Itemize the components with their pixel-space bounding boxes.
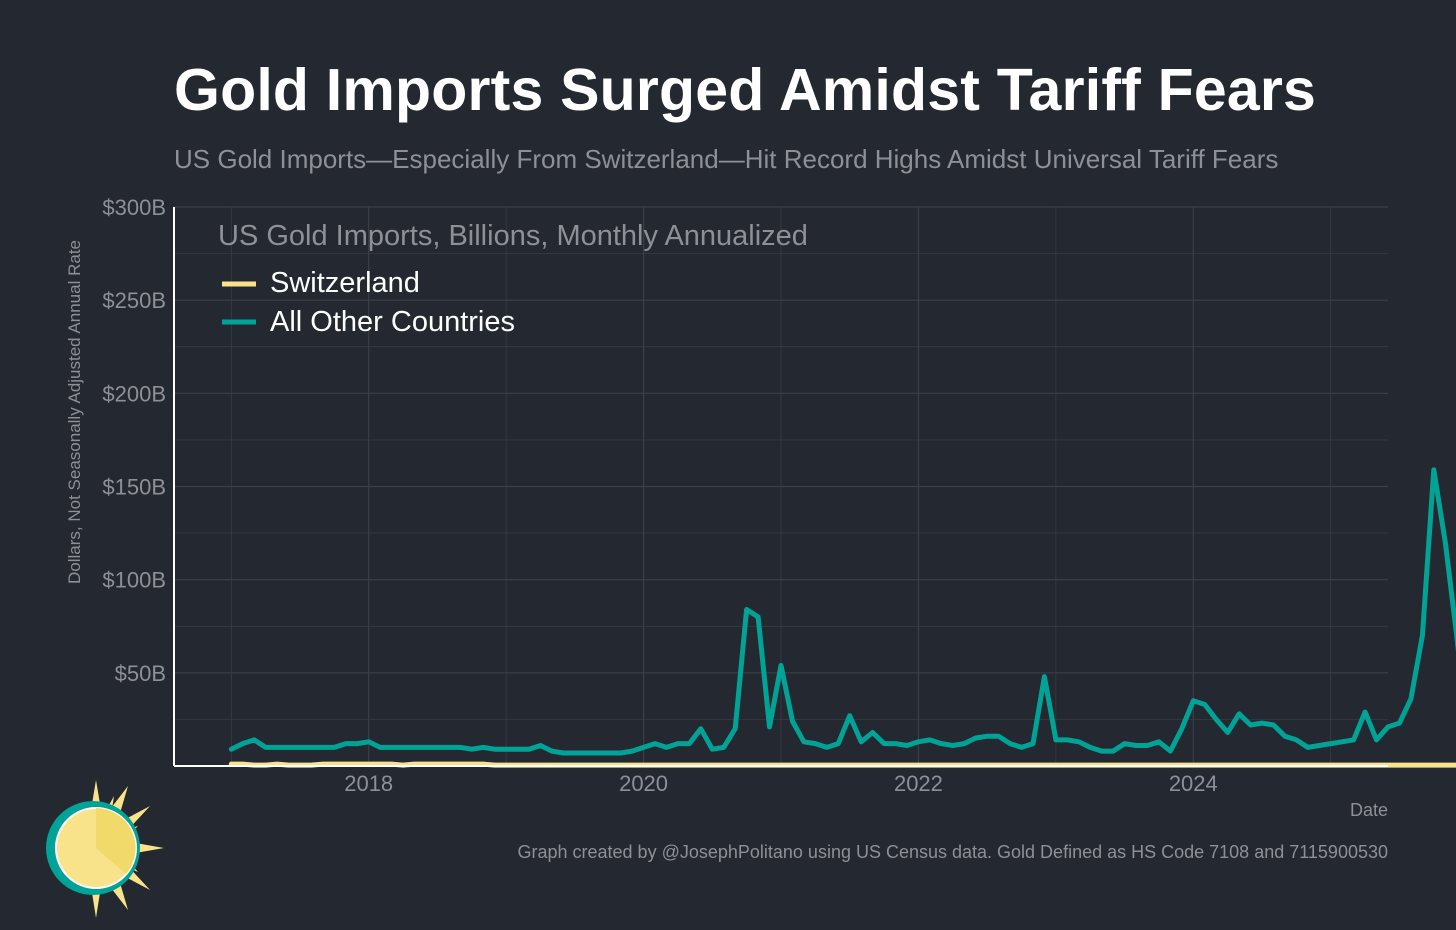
y-axis-ticks: $50B $100B $150B $200B $250B $300B xyxy=(102,195,166,686)
chart-subtitle: US Gold Imports—Especially From Switzerl… xyxy=(174,144,1279,174)
series-line-other xyxy=(228,467,1456,756)
y-tick-label: $250B xyxy=(102,288,166,313)
legend-label-switzerland: Switzerland xyxy=(270,267,420,299)
sun-logo-icon xyxy=(46,780,164,918)
x-tick-label: 2024 xyxy=(1169,771,1218,796)
y-tick-label: $50B xyxy=(115,661,166,686)
y-tick-label: $300B xyxy=(102,195,166,220)
legend: US Gold Imports, Billions, Monthly Annua… xyxy=(218,220,808,338)
x-tick-label: 2022 xyxy=(894,771,943,796)
x-tick-label: 2018 xyxy=(344,771,393,796)
series-line-switzerland xyxy=(228,761,1456,768)
y-tick-label: $200B xyxy=(102,381,166,406)
x-axis-ticks: 2018 2020 2022 2024 xyxy=(344,771,1218,796)
series-lines xyxy=(228,467,1456,768)
source-caption: Graph created by @JosephPolitano using U… xyxy=(517,842,1388,862)
legend-title: US Gold Imports, Billions, Monthly Annua… xyxy=(218,220,808,252)
y-tick-label: $100B xyxy=(102,568,166,593)
legend-label-other: All Other Countries xyxy=(270,306,515,338)
x-tick-label: 2020 xyxy=(619,771,668,796)
y-tick-label: $150B xyxy=(102,475,166,500)
x-axis-label: Date xyxy=(1349,800,1388,820)
chart-title: Gold Imports Surged Amidst Tariff Fears xyxy=(174,57,1317,123)
